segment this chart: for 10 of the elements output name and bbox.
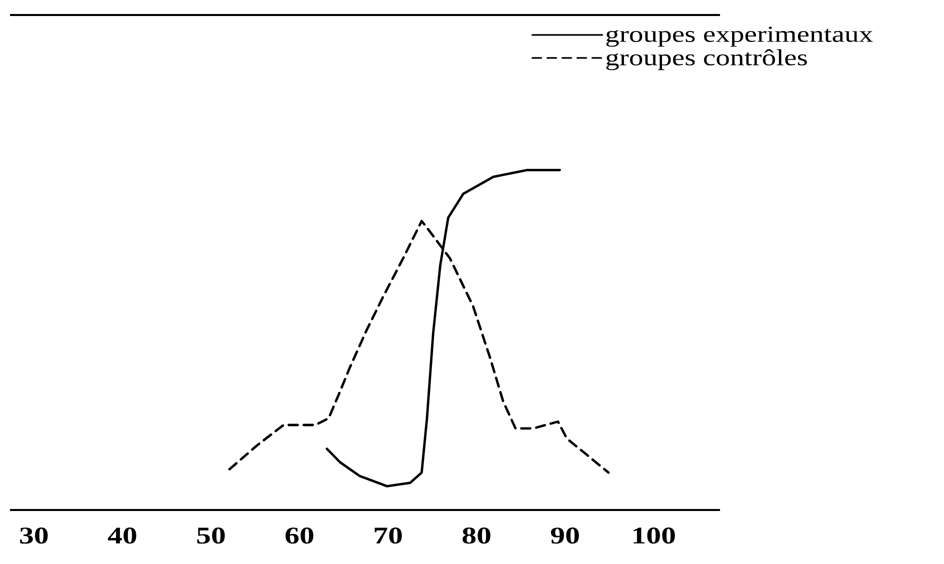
x-tick-label: 30 [20, 528, 48, 544]
legend-label: groupes contrôles [606, 49, 807, 70]
x-tick-label: 100 [634, 528, 675, 544]
x-tick-label: 50 [197, 528, 225, 544]
x-tick-label: 40 [108, 528, 136, 544]
x-tick-label: 60 [286, 528, 314, 544]
x-tick-label: 80 [462, 528, 490, 544]
legend-label: groupes experimentaux [606, 26, 873, 47]
x-tick-label: 70 [374, 528, 402, 544]
x-tick-label: 90 [550, 528, 579, 544]
